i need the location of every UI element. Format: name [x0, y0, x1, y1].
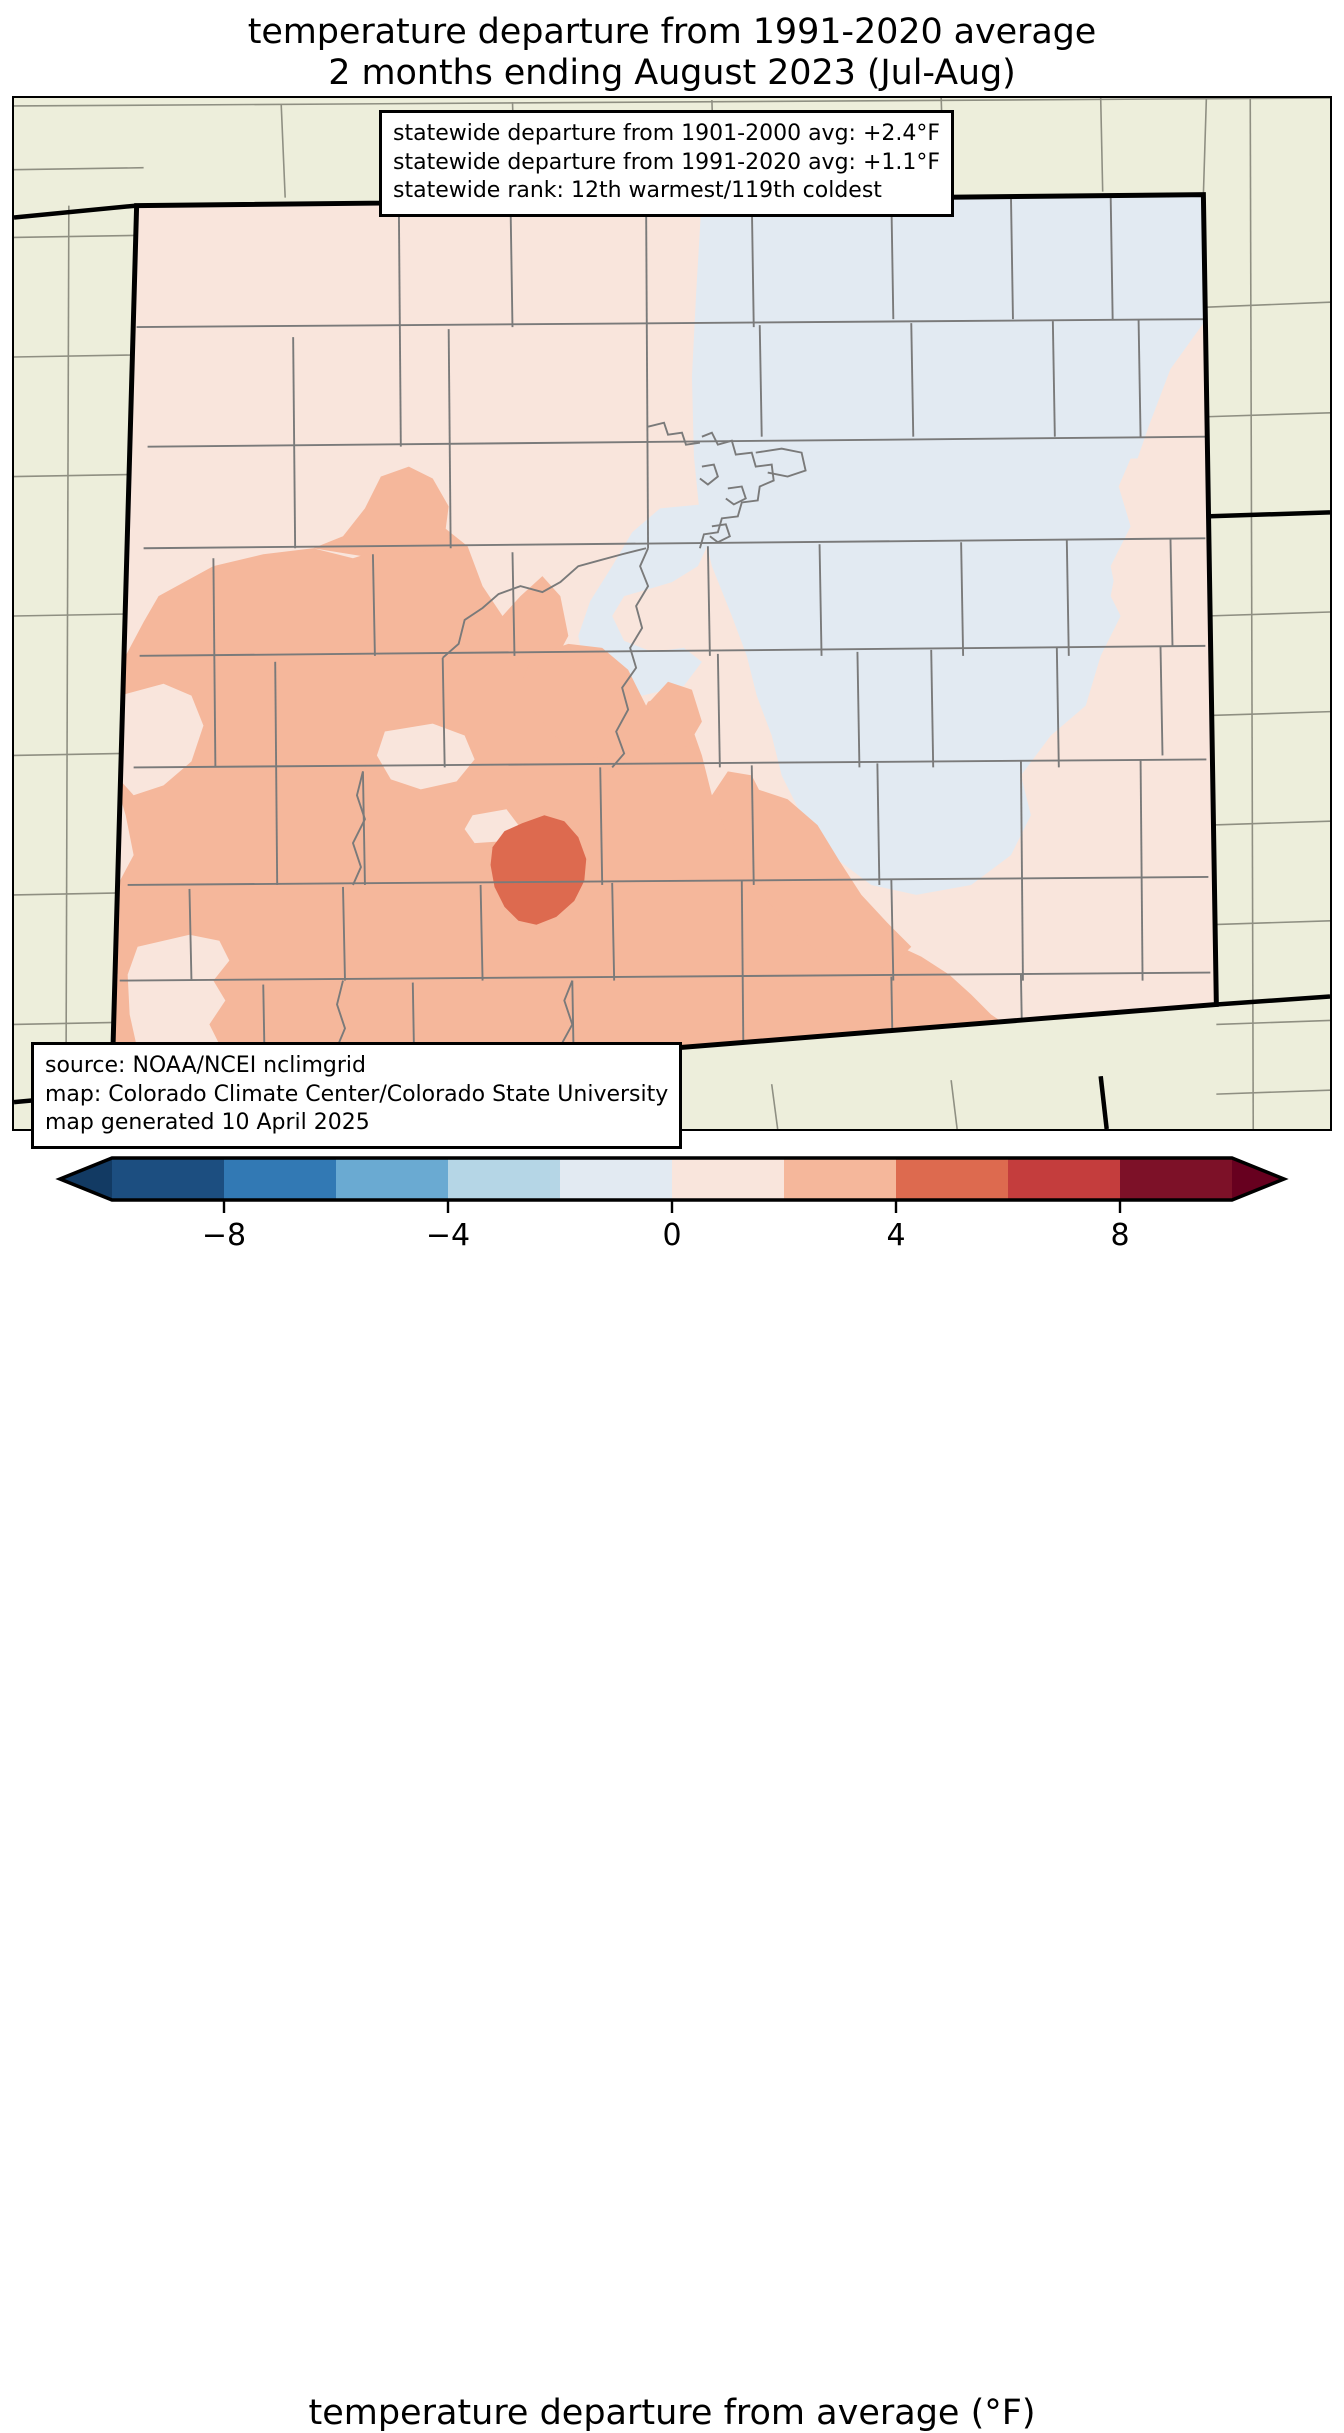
- source-attribution-box: source: NOAA/NCEI nclimgrid map: Colorad…: [31, 1042, 683, 1149]
- title-line-2: 2 months ending August 2023 (Jul-Aug): [328, 52, 1016, 93]
- band-0-to-2-east-border: [1100, 319, 1207, 1001]
- source-line: source: NOAA/NCEI nclimgrid: [45, 1053, 366, 1078]
- colorado-temperature-departure-map: [14, 98, 1330, 1129]
- band-0-to-2-central-patch: [376, 723, 475, 790]
- colorbar-axis-label: temperature departure from average (°F): [308, 2393, 1036, 2433]
- band-neg2-to-0-northeast: [691, 194, 1207, 895]
- colorbar-tick-label-4: 8: [1110, 1218, 1129, 1250]
- band-2-to-4-center-finger: [522, 643, 702, 760]
- colorbar-under-arrow: [60, 1158, 112, 1200]
- colorbar-extend-arrows: [60, 1158, 1284, 1200]
- band-2-to-4-western-southern: [111, 526, 1031, 1094]
- band-neg2-to-0-foothill-finger: [578, 504, 712, 696]
- colorbar-bands: [112, 1158, 1233, 1200]
- colorbar-ticks: [222, 1200, 1122, 1213]
- stat-statewide-rank: statewide rank: 12th warmest/119th colde…: [393, 178, 882, 204]
- band-0-to-2-southwest-patch: [127, 934, 230, 1069]
- map-generated-line: map generated 10 April 2025: [45, 1110, 370, 1136]
- stat-departure-1991-2020: statewide departure from 1991-2020 avg: …: [393, 149, 941, 175]
- statewide-statistics-box: statewide departure from 1901-2000 avg: …: [379, 110, 955, 217]
- colorbar-tick-label-0: −8: [202, 1218, 246, 1250]
- colorbar-band-4: [560, 1158, 673, 1200]
- colorbar-band-0: [112, 1158, 225, 1200]
- colorbar-panel: −8 −4 0 4 8 temperature departure from avera…: [0, 1150, 1344, 2433]
- band-2-to-4-east-lobe: [711, 787, 912, 969]
- band-4-to-6-hotspot: [490, 815, 587, 925]
- colorbar[interactable]: −8 −4 0 4 8: [0, 1150, 1344, 1250]
- colorbar-band-1: [224, 1158, 337, 1200]
- colorbar-band-7: [896, 1158, 1009, 1200]
- colorado-interior: [111, 194, 1217, 1094]
- colorbar-band-5: [672, 1158, 785, 1200]
- colorado-county-lines: [119, 195, 1211, 1094]
- colorbar-over-arrow: [1232, 1158, 1284, 1200]
- colorbar-tick-label-2: 0: [662, 1218, 681, 1250]
- colorbar-outline: [55, 1156, 1289, 1202]
- colorbar-band-6: [784, 1158, 897, 1200]
- colorbar-tick-labels: −8 −4 0 4 8: [202, 1218, 1130, 1250]
- map-panel: [12, 96, 1332, 1131]
- colorbar-band-8: [1008, 1158, 1121, 1200]
- page-title: temperature departure from 1991-2020 ave…: [0, 12, 1344, 94]
- colorbar-band-9: [1120, 1158, 1233, 1200]
- title-line-1: temperature departure from 1991-2020 ave…: [247, 12, 1097, 52]
- band-2-to-4-north-finger: [313, 466, 449, 557]
- colorbar-band-3: [448, 1158, 561, 1200]
- colorbar-band-2: [336, 1158, 449, 1200]
- colorbar-tick-label-3: 4: [886, 1218, 905, 1250]
- stat-departure-1901-2000: statewide departure from 1901-2000 avg: …: [393, 121, 941, 146]
- neighbor-county-lines: [14, 98, 1330, 1129]
- colorbar-tick-label-1: −4: [426, 1218, 470, 1250]
- map-author-line: map: Colorado Climate Center/Colorado St…: [45, 1081, 669, 1107]
